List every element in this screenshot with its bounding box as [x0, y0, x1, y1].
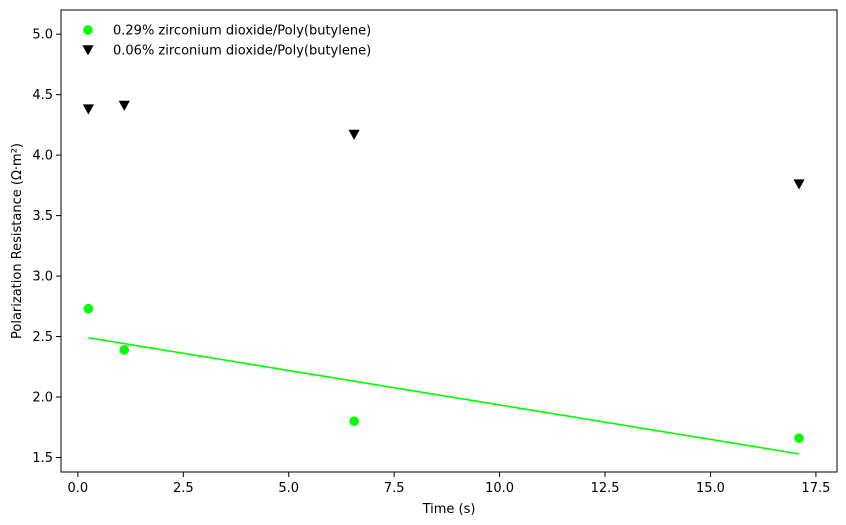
legend-label: 0.06% zirconium dioxide/Poly(butylene) [113, 44, 371, 59]
x-tick-label: 10.0 [485, 481, 514, 496]
legend-label: 0.29% zirconium dioxide/Poly(butylene) [113, 24, 371, 39]
plot-area [60, 9, 838, 473]
x-tick-label: 17.5 [801, 481, 830, 496]
y-axis-ticks: 1.5 2.0 2.5 3.0 3.5 4.0 4.5 5.0 [32, 28, 61, 466]
y-tick-label: 1.5 [32, 451, 53, 466]
data-point-circle [83, 303, 94, 314]
y-axis-label: Polarization Resistance (Ω·m²) [10, 143, 25, 339]
y-tick-label: 3.0 [32, 270, 53, 285]
data-point-circle [119, 345, 130, 355]
data-points [82, 100, 805, 443]
y-tick-label: 3.5 [32, 209, 53, 224]
data-point-triangle [348, 129, 360, 140]
data-point-circle [349, 416, 359, 427]
x-tick-label: 2.5 [173, 481, 194, 496]
x-axis-ticks: 0.0 2.5 5.0 7.5 10.0 12.5 15.0 17.5 [68, 472, 830, 496]
x-tick-label: 12.5 [591, 481, 620, 496]
y-tick-label: 4.0 [32, 149, 53, 164]
data-point-triangle [118, 100, 130, 111]
y-tick-label: 4.5 [32, 88, 53, 103]
x-tick-label: 7.5 [384, 481, 405, 496]
data-point-circle [794, 433, 804, 443]
y-tick-label: 2.5 [32, 330, 53, 345]
fit-line [88, 336, 800, 455]
x-tick-label: 15.0 [696, 481, 725, 496]
legend: 0.29% zirconium dioxide/Poly(butylene) 0.… [82, 24, 371, 59]
trend-lines [88, 336, 800, 455]
y-tick-label: 5.0 [32, 28, 53, 43]
data-point-triangle [793, 179, 805, 190]
x-axis-label: Time (s) [422, 502, 476, 517]
data-point-circle [83, 25, 93, 35]
x-tick-label: 0.0 [68, 481, 89, 496]
y-tick-label: 2.0 [32, 391, 53, 406]
data-point-triangle [82, 45, 94, 56]
x-tick-label: 5.0 [278, 481, 299, 496]
data-point-triangle [82, 104, 95, 115]
